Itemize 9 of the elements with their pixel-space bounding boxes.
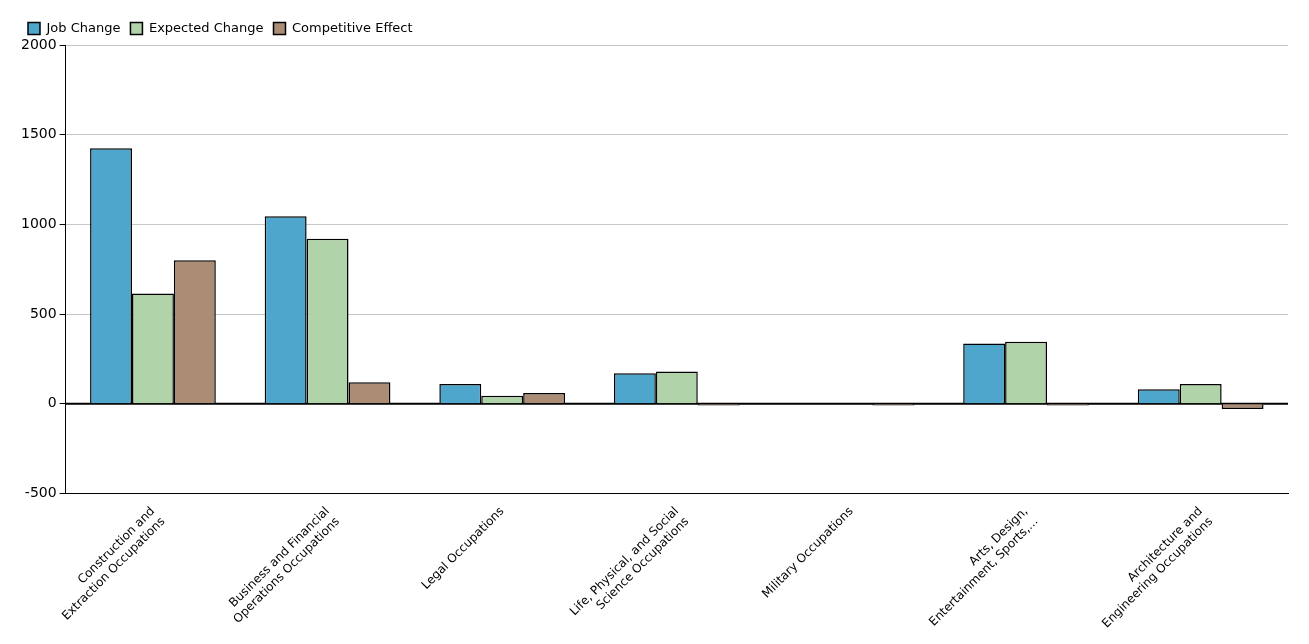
y-tick-label: 1500: [20, 125, 57, 142]
legend-label: Expected Change: [148, 19, 264, 35]
y-tick-label: -500: [24, 484, 57, 501]
legend-label: Job Change: [45, 19, 121, 35]
y-tick-label: 1000: [20, 214, 57, 231]
legend-label: Competitive Effect: [292, 19, 413, 35]
y-tick-label: 500: [29, 304, 57, 321]
y-tick-label: 2000: [20, 35, 57, 52]
y-tick-label: 0: [47, 394, 57, 411]
